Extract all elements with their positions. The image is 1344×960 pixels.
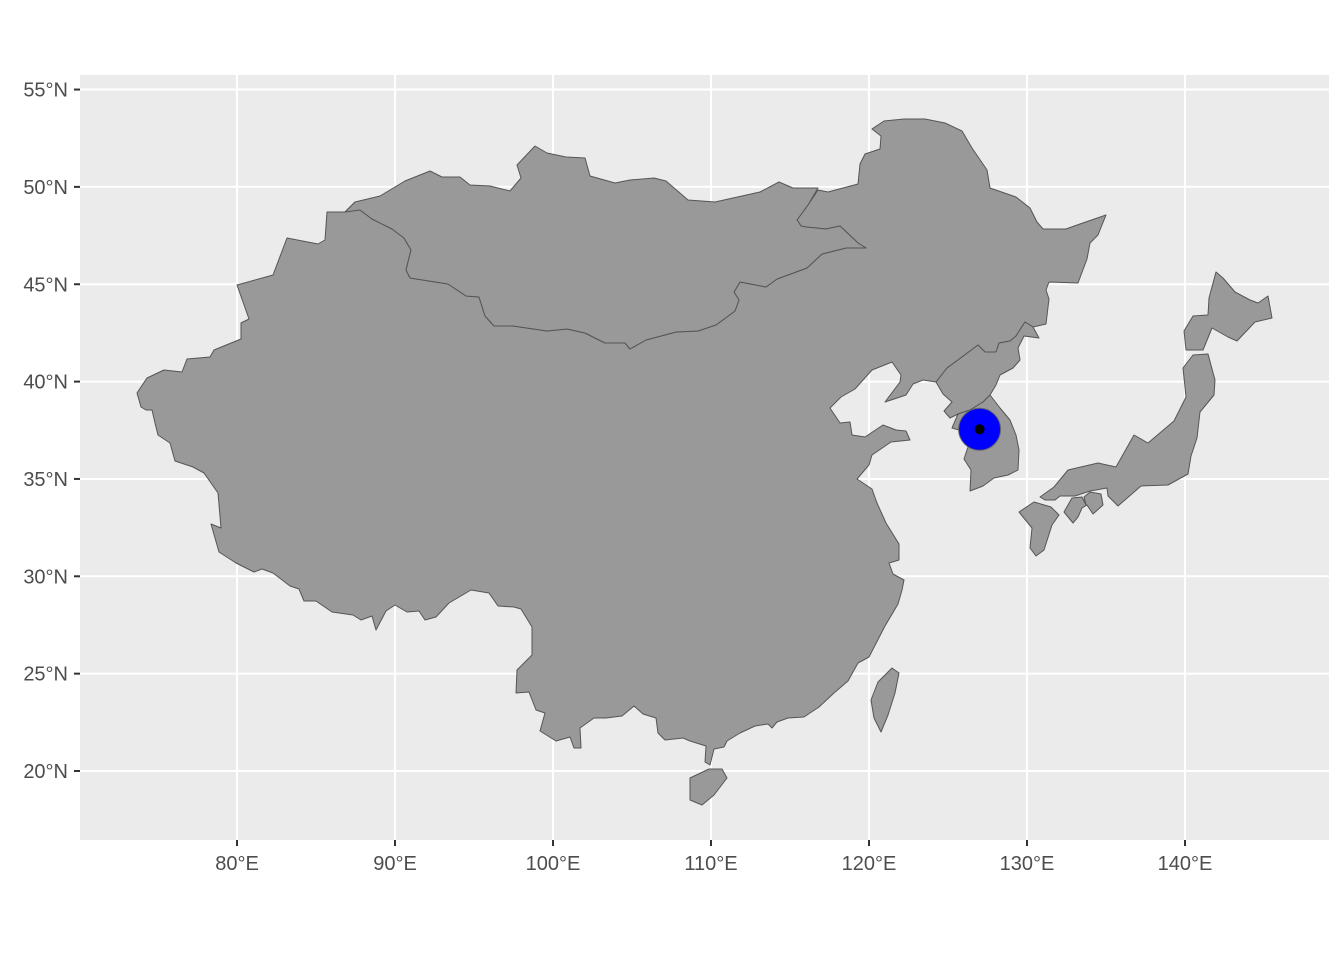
x-axis: 80°E 90°E 100°E 110°E 120°E 130°E 140°E xyxy=(215,840,1212,875)
country-shapes xyxy=(136,118,1273,806)
location-marker xyxy=(958,407,1002,451)
x-tick-label: 90°E xyxy=(373,853,417,875)
mongolia-shape xyxy=(344,145,867,350)
y-tick-label: 55°N xyxy=(23,80,68,102)
y-axis: 20°N 25°N 30°N 35°N 40°N 45°N 50°N 55°N xyxy=(23,80,80,783)
shikoku-shape xyxy=(1063,491,1104,524)
x-tick-label: 120°E xyxy=(842,853,897,875)
y-tick-label: 30°N xyxy=(23,566,68,588)
x-tick-label: 140°E xyxy=(1158,853,1213,875)
kyushu-shape xyxy=(1018,501,1060,557)
north-korea-shape xyxy=(935,321,1040,419)
taiwan-shape xyxy=(870,667,900,733)
hainan-shape xyxy=(689,768,728,806)
y-tick-label: 45°N xyxy=(23,274,68,296)
y-tick-label: 40°N xyxy=(23,372,68,394)
hokkaido-shape xyxy=(1183,271,1273,351)
y-tick-label: 25°N xyxy=(23,664,68,686)
x-tick-label: 100°E xyxy=(526,853,581,875)
y-tick-label: 20°N xyxy=(23,761,68,783)
x-tick-label: 80°E xyxy=(215,853,259,875)
marker-inner-dot xyxy=(974,424,985,435)
x-tick-label: 130°E xyxy=(1000,853,1055,875)
y-tick-label: 50°N xyxy=(23,177,68,199)
x-tick-label: 110°E xyxy=(684,853,737,875)
y-tick-label: 35°N xyxy=(23,469,68,491)
honshu-shape xyxy=(1039,353,1216,507)
